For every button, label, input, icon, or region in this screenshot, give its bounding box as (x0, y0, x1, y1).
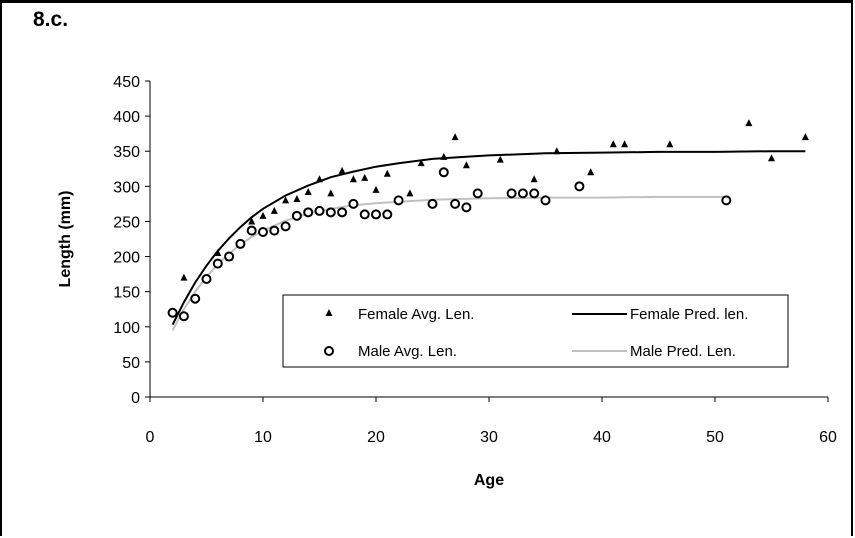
legend: Female Avg. Len. Female Pred. len. Male Av… (282, 294, 789, 368)
female-point (496, 155, 504, 163)
legend-label-male-avg: Male Avg. Len. (358, 343, 457, 360)
female-point (462, 161, 470, 169)
data-points (167, 119, 809, 322)
female-point (417, 159, 425, 167)
legend-label-male-pred: Male Pred. Len. (630, 343, 736, 360)
male-point (325, 207, 336, 218)
female-point (553, 147, 561, 155)
male-point (348, 198, 359, 209)
male-point (291, 210, 302, 221)
y-tick-label: 300 (113, 179, 140, 196)
male-point (393, 195, 404, 206)
male-point (382, 209, 393, 220)
male-point (246, 225, 257, 236)
female-point (248, 217, 256, 225)
male-point (438, 167, 449, 178)
female-point (406, 189, 414, 197)
female-point (372, 185, 380, 193)
y-tick-label: 150 (113, 285, 140, 302)
male-point (337, 207, 348, 218)
legend-label-female-pred: Female Pred. len. (630, 306, 748, 323)
female-point (327, 189, 335, 197)
female-point (768, 154, 775, 162)
male-point (540, 195, 551, 206)
male-point (721, 195, 732, 206)
male-point (359, 209, 370, 220)
male-point (224, 251, 235, 262)
female-point (621, 140, 629, 148)
y-tick-label: 400 (113, 109, 140, 126)
y-tick-label: 450 (113, 74, 140, 91)
male-point (461, 202, 472, 213)
male-point (201, 274, 212, 285)
male-point (506, 188, 517, 199)
female-point (745, 119, 753, 127)
y-tick-label: 100 (113, 320, 140, 337)
x-tick-label: 50 (706, 429, 724, 446)
y-tick-label: 200 (113, 250, 140, 267)
female-point (304, 187, 312, 195)
y-tick-label: 0 (131, 390, 140, 407)
female-point (180, 273, 188, 281)
legend-box (282, 294, 789, 368)
legend-label-female-avg: Female Avg. Len. (358, 306, 474, 323)
male-point (167, 307, 178, 318)
male-point (427, 198, 438, 209)
male-point (258, 226, 268, 237)
female-point (259, 211, 267, 219)
legend-circle-marker (324, 346, 334, 356)
female-point (440, 152, 448, 160)
y-tick-label: 350 (113, 144, 140, 161)
male-point (269, 225, 280, 236)
x-tick-label: 60 (819, 429, 837, 446)
x-tick-label: 30 (480, 429, 498, 446)
male-point (235, 238, 246, 249)
female-point (801, 133, 809, 141)
female-point (349, 175, 357, 183)
female-point (609, 140, 617, 148)
x-tick-label: 40 (593, 429, 611, 446)
legend-triangle-marker (325, 309, 333, 316)
male-point (178, 311, 189, 322)
female-point (270, 206, 278, 214)
panel-label: 8.c. (33, 8, 69, 31)
female-point (451, 133, 459, 141)
female-point (361, 173, 369, 181)
y-tick-label: 50 (122, 355, 140, 372)
male-point (517, 188, 528, 199)
female-point (293, 194, 301, 202)
male-point (450, 198, 461, 209)
y-tick-label: 250 (113, 214, 140, 231)
axes: 0 50 100 150 200 250 300 350 400 450 0 10 20 30 40 50 60 (113, 74, 837, 446)
female-point (282, 196, 290, 204)
female-point (316, 175, 323, 183)
male-point (314, 205, 325, 216)
x-tick-label: 20 (367, 429, 385, 446)
male-point (280, 221, 291, 232)
male-point (371, 209, 381, 220)
male-point (574, 181, 585, 192)
female-point (666, 140, 674, 148)
x-axis-title: Age (474, 472, 504, 489)
y-axis-title: Length (mm) (57, 191, 74, 288)
female-point (530, 175, 538, 183)
x-tick-label: 0 (146, 429, 155, 446)
female-point (214, 249, 222, 257)
female-point (383, 169, 391, 177)
male-point (529, 188, 540, 199)
male-point (472, 188, 483, 199)
male-point (303, 207, 314, 218)
male-point (190, 293, 201, 304)
male-point (212, 258, 223, 269)
female-point (587, 168, 595, 176)
x-tick-label: 10 (254, 429, 272, 446)
female-point (338, 166, 346, 174)
